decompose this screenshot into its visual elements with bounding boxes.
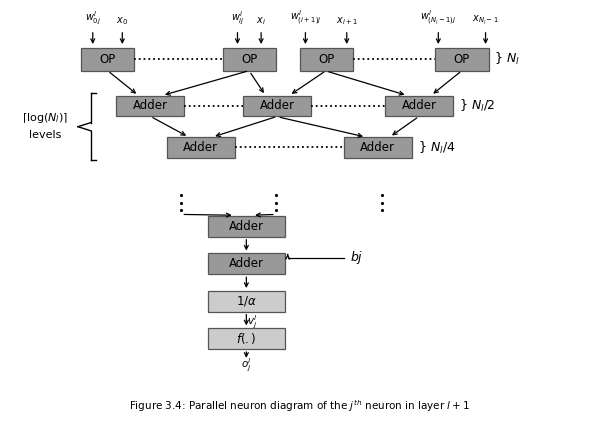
Text: OP: OP — [241, 53, 258, 66]
Text: $w_{(N_l-1)j}^l$: $w_{(N_l-1)j}^l$ — [420, 9, 456, 27]
Text: $bj$: $bj$ — [350, 249, 363, 266]
FancyBboxPatch shape — [300, 48, 353, 71]
Text: Adder: Adder — [229, 220, 264, 233]
Text: $x_i$: $x_i$ — [256, 15, 266, 27]
Text: $x_{N_l-1}$: $x_{N_l-1}$ — [472, 14, 499, 27]
Text: $1/\alpha$: $1/\alpha$ — [236, 294, 257, 308]
FancyBboxPatch shape — [223, 48, 276, 71]
Text: $o_j^l$: $o_j^l$ — [241, 356, 252, 374]
FancyBboxPatch shape — [116, 95, 184, 116]
Text: OP: OP — [318, 53, 334, 66]
FancyBboxPatch shape — [385, 95, 453, 116]
Text: $w_{(i+1)j}^l$: $w_{(i+1)j}^l$ — [289, 9, 321, 27]
Text: $w_{ij}^l$: $w_{ij}^l$ — [231, 9, 244, 27]
FancyBboxPatch shape — [208, 216, 285, 237]
FancyBboxPatch shape — [167, 137, 235, 158]
FancyBboxPatch shape — [81, 48, 134, 71]
Text: Adder: Adder — [183, 141, 218, 154]
Text: OP: OP — [99, 53, 116, 66]
Text: $x_0$: $x_0$ — [116, 15, 128, 27]
Text: $\}\ N_l/2$: $\}\ N_l/2$ — [459, 98, 495, 114]
Text: $f(.)$: $f(.)$ — [236, 331, 256, 346]
Text: OP: OP — [454, 53, 470, 66]
FancyBboxPatch shape — [344, 137, 412, 158]
Text: $\}\ N_l$: $\}\ N_l$ — [494, 51, 520, 67]
FancyBboxPatch shape — [208, 328, 285, 349]
Text: Adder: Adder — [401, 99, 437, 112]
Text: $w_{0j}^l$: $w_{0j}^l$ — [84, 9, 101, 27]
Text: $\}\ N_l/4$: $\}\ N_l/4$ — [418, 139, 455, 155]
Text: Adder: Adder — [260, 99, 295, 112]
FancyBboxPatch shape — [435, 48, 489, 71]
Text: Adder: Adder — [229, 257, 264, 271]
Text: $x_{i+1}$: $x_{i+1}$ — [336, 15, 358, 27]
Text: $\lceil\log(N_l)\rceil$: $\lceil\log(N_l)\rceil$ — [22, 111, 68, 125]
FancyBboxPatch shape — [208, 291, 285, 312]
FancyBboxPatch shape — [208, 253, 285, 274]
Text: levels: levels — [29, 130, 62, 140]
FancyBboxPatch shape — [243, 95, 311, 116]
Text: Figure 3.4: Parallel neuron diagram of the $j^{th}$ neuron in layer $l+1$: Figure 3.4: Parallel neuron diagram of t… — [129, 398, 470, 414]
Text: Adder: Adder — [360, 141, 395, 154]
Text: Adder: Adder — [133, 99, 168, 112]
Text: $v_j^l$: $v_j^l$ — [247, 314, 258, 331]
